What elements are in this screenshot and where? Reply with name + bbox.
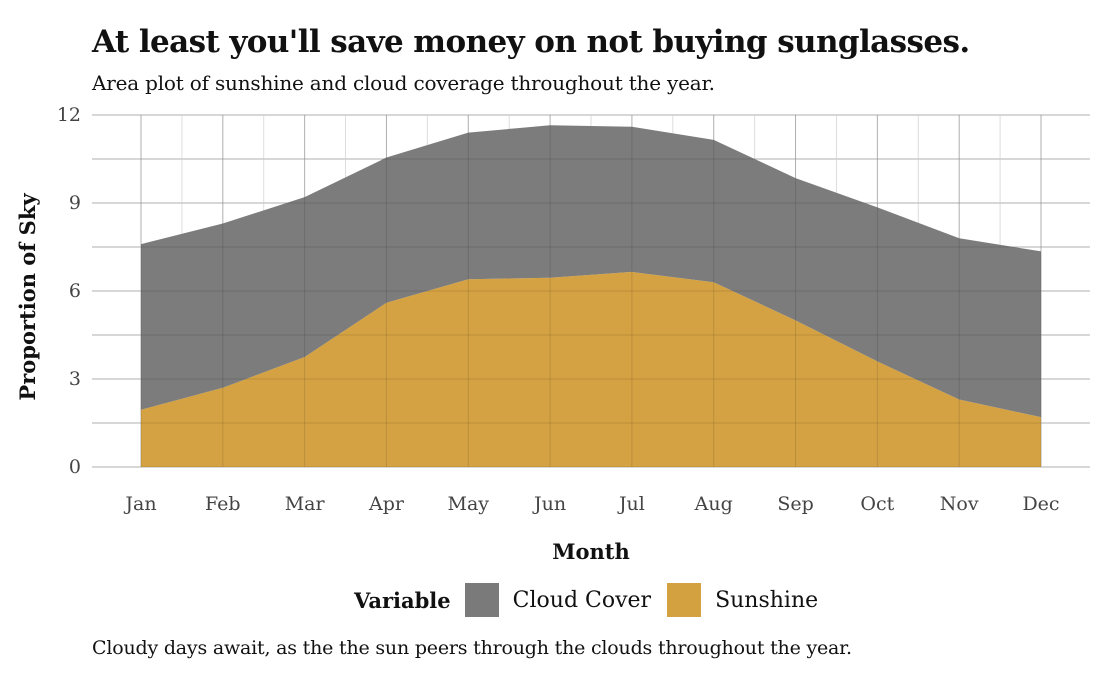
y-tick-label: 12	[57, 104, 81, 126]
chart-subtitle: Area plot of sunshine and cloud coverage…	[92, 71, 715, 95]
x-tick-label: Feb	[205, 493, 241, 515]
legend-label-cloud-cover: Cloud Cover	[512, 587, 652, 613]
area-layer	[92, 114, 1090, 468]
x-tick-label: Sep	[777, 493, 813, 515]
legend-key-sunshine	[667, 583, 702, 617]
legend-label-sunshine: Sunshine	[715, 587, 819, 613]
y-tick-label: 0	[69, 456, 81, 478]
legend-key-cloud-cover	[464, 583, 499, 617]
x-tick-label: Dec	[1022, 493, 1059, 515]
y-axis-title: Proportion of Sky	[15, 193, 40, 401]
x-tick-label: Aug	[694, 493, 733, 515]
x-tick-label: Jul	[617, 493, 645, 515]
x-tick-label: Apr	[368, 493, 405, 515]
x-tick-label: Jan	[123, 493, 156, 515]
x-tick-label: May	[448, 493, 490, 515]
chart-caption: Cloudy days await, as the the sun peers …	[92, 637, 852, 659]
x-axis-title: Month	[552, 539, 630, 564]
tick-layer: 0 3 6 9 12 Jan Feb Mar Apr May Jun Jul Aug Sep Oct Nov D…	[57, 104, 1060, 515]
area-cloud-cover	[141, 125, 1041, 418]
y-tick-label: 3	[69, 368, 81, 390]
y-tick-label: 9	[69, 192, 81, 214]
area-sunshine	[141, 271, 1041, 467]
x-tick-label: Nov	[940, 493, 979, 515]
x-tick-label: Oct	[860, 493, 894, 515]
x-tick-label: Mar	[285, 493, 326, 515]
x-tick-label: Jun	[532, 493, 566, 515]
chart-title: At least you'll save money on not buying…	[92, 24, 970, 60]
legend: Variable Cloud Cover Sunshine	[0, 582, 1120, 618]
y-tick-label: 6	[69, 280, 81, 302]
legend-row: Variable Cloud Cover Sunshine	[354, 582, 834, 618]
legend-title: Variable	[354, 587, 451, 613]
